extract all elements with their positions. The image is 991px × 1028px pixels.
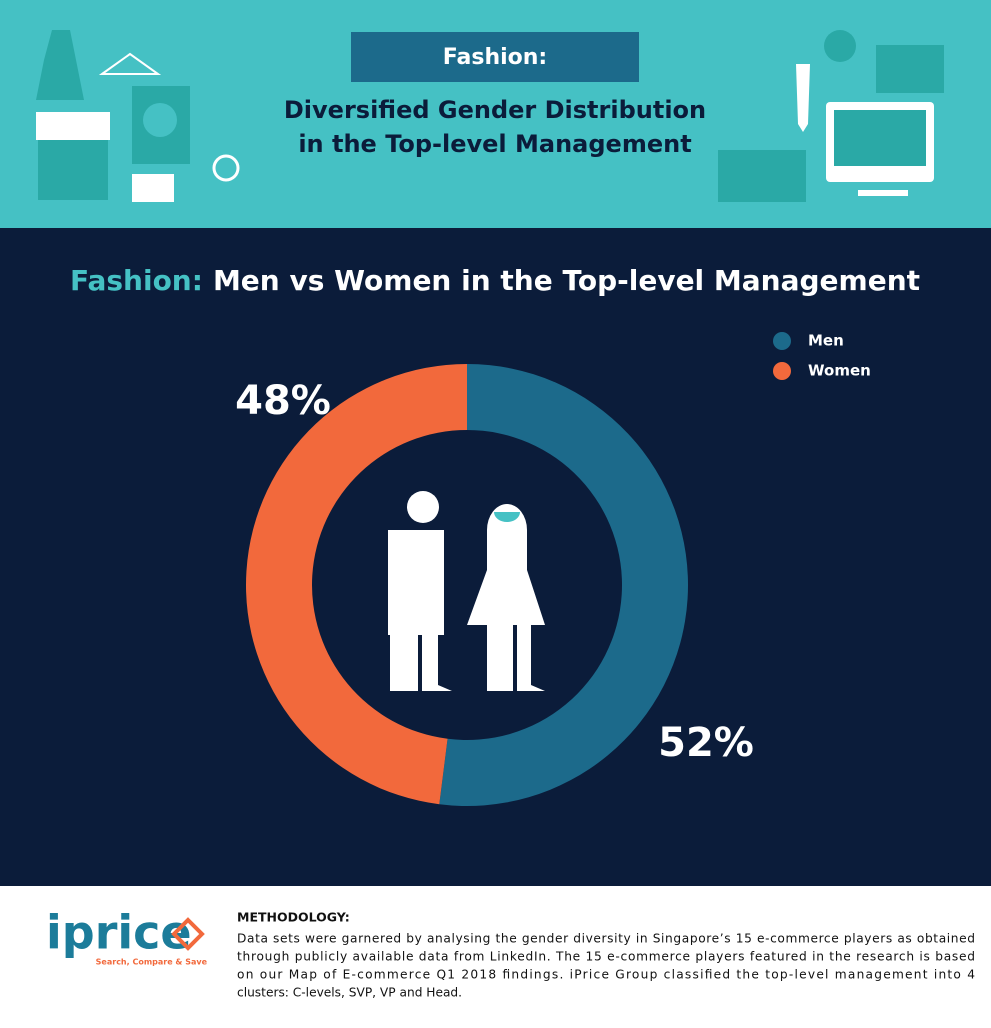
legend-swatch (773, 332, 791, 350)
methodology-line: clusters: C-levels, SVP, VP and Head. (237, 986, 462, 1000)
donut-slice (439, 364, 688, 806)
legend-label: Men (808, 332, 844, 350)
donut-slice (245, 364, 467, 805)
value-label: 52% (658, 720, 754, 766)
badge-box (351, 32, 639, 82)
header-title: Diversified Gender Distribution (284, 96, 706, 124)
header-title: in the Top-level Management (298, 130, 691, 158)
methodology-line: through publicly available data from Lin… (237, 950, 975, 964)
chart-title: Fashion: Men vs Women in the Top-level Ma… (70, 264, 920, 297)
methodology-heading: METHODOLOGY: (237, 910, 350, 925)
logo: iprice (46, 906, 192, 960)
donut: 52% 48% (235, 364, 754, 806)
logo-mark (171, 917, 205, 951)
methodology-line: Data sets were garnered by analysing the… (237, 932, 975, 946)
legend-label: Women (808, 362, 871, 380)
legend: Men Women (773, 332, 871, 380)
header-icons (36, 30, 944, 202)
value-label: 48% (235, 378, 331, 424)
methodology-line: on our Map of E-commerce Q1 2018 finding… (237, 968, 975, 982)
tagline: Search, Compare & Save (96, 958, 208, 967)
people-icon (388, 491, 545, 691)
methodology-text: Data sets were garnered by analysing the… (237, 932, 975, 1000)
legend-swatch (773, 362, 791, 380)
chart-title-prefix: Fashion: (70, 264, 203, 297)
chart-title-main: Men vs Women in the Top-level Management (213, 264, 920, 297)
badge: Fashion: (443, 45, 547, 70)
